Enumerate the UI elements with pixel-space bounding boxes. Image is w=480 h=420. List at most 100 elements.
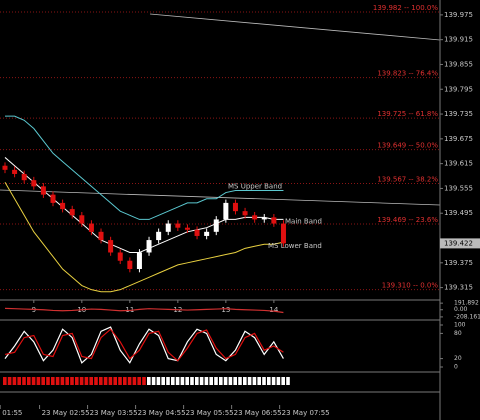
strip-cell [3, 377, 7, 385]
strip-cell [286, 377, 290, 385]
strip-cell [60, 377, 65, 385]
y-tick-label: 0 [454, 364, 458, 371]
x-tick-label: 14 [269, 306, 278, 314]
strip-cell [166, 377, 170, 385]
strip-cell [17, 377, 21, 385]
strip-cell [75, 377, 79, 385]
strip-cell [41, 377, 45, 385]
strip-cell [22, 377, 26, 385]
strip-cell [195, 377, 199, 385]
band-line [4, 157, 284, 253]
candle-body [184, 227, 190, 230]
strip-cell [156, 377, 161, 385]
strip-cell [46, 377, 50, 385]
y-tick-label: 20 [454, 355, 462, 362]
strip-cell [238, 377, 242, 385]
strip-cell [103, 377, 108, 385]
candle-body [261, 217, 267, 220]
current-price-label: 139.422 [444, 239, 473, 247]
candle-body [127, 260, 133, 270]
candle-body [204, 231, 210, 236]
band-line [4, 181, 284, 293]
indicator-line [4, 326, 284, 364]
strip-cell [219, 377, 223, 385]
candle-body [156, 231, 162, 241]
y-tick-label: -208.161 [454, 313, 480, 320]
candle-body [136, 252, 142, 270]
y-tick-label: 139.975 [444, 11, 473, 19]
strip-cell [94, 377, 98, 385]
strip-cell [27, 377, 31, 385]
y-tick-label: 139.555 [444, 184, 473, 192]
strip-cell [247, 377, 252, 385]
candle-body [165, 223, 171, 232]
fib-label: 139.725 -- 61.8% [377, 110, 438, 118]
strip-cell [209, 377, 213, 385]
y-tick-label: 139.375 [444, 259, 473, 267]
strip-cell [262, 377, 266, 385]
strip-cell [31, 377, 36, 385]
band-label: MS Lower Band [268, 242, 322, 250]
strip-cell [127, 377, 132, 385]
strip-cell [99, 377, 103, 385]
y-tick-label: 139.315 [444, 284, 473, 292]
time-tick-label: 23 May 02:55 [42, 409, 90, 417]
time-tick-label: 23 May 07:55 [282, 409, 330, 417]
indicator-line [4, 328, 284, 362]
fib-label: 139.567 -- 38.2% [377, 175, 438, 183]
candle-body [88, 223, 94, 232]
x-tick-label: 13 [221, 306, 230, 314]
candle-body [21, 173, 27, 181]
candle-body [252, 215, 258, 220]
y-tick-label: 139.495 [444, 209, 473, 217]
y-tick-label: 139.915 [444, 36, 473, 44]
band-label: Main Band [285, 217, 322, 225]
candle-body [79, 215, 85, 224]
strip-cell [89, 377, 93, 385]
strip-cell [171, 377, 175, 385]
strip-cell [70, 377, 74, 385]
signal-strip [3, 377, 290, 385]
strip-cell [228, 377, 233, 385]
candle-body [146, 240, 152, 253]
candle-body [69, 209, 75, 216]
candle-body [31, 180, 37, 187]
strip-cell [190, 377, 194, 385]
strip-cell [223, 377, 228, 385]
strip-cell [271, 377, 276, 385]
strip-cell [142, 377, 146, 385]
fib-label: 139.310 -- 0.0% [382, 282, 439, 290]
strip-cell [204, 377, 209, 385]
time-tick-label: 23 May 05:55 [186, 409, 234, 417]
strip-cell [55, 377, 60, 385]
strip-cell [132, 377, 137, 385]
fib-label: 139.649 -- 50.0% [377, 142, 438, 150]
time-tick-label: 23 May 04:55 [138, 409, 186, 417]
y-tick-label: 139.735 [444, 110, 473, 118]
candle-body [280, 223, 286, 244]
strip-cell [281, 377, 285, 385]
strip-cell [137, 377, 141, 385]
candle-body [117, 252, 123, 261]
strip-cell [214, 377, 218, 385]
candle-body [223, 202, 229, 220]
indicator-line [4, 307, 284, 314]
time-tick-label: 23 May 06:55 [234, 409, 282, 417]
strip-cell [123, 377, 127, 385]
y-tick-label: 139.855 [444, 60, 473, 68]
time-tick-label: 01:55 [2, 409, 22, 417]
band-line [4, 115, 284, 220]
strip-cell [147, 377, 151, 385]
strip-cell [267, 377, 271, 385]
candle-body [98, 231, 104, 241]
fib-label: 139.823 -- 76.4% [377, 70, 438, 78]
strip-cell [257, 377, 261, 385]
strip-cell [12, 377, 17, 385]
strip-cell [113, 377, 117, 385]
candle-body [2, 165, 8, 170]
strip-cell [175, 377, 180, 385]
y-tick-label: 139.675 [444, 135, 473, 143]
y-tick-label: 100 [454, 322, 466, 329]
strip-cell [252, 377, 257, 385]
